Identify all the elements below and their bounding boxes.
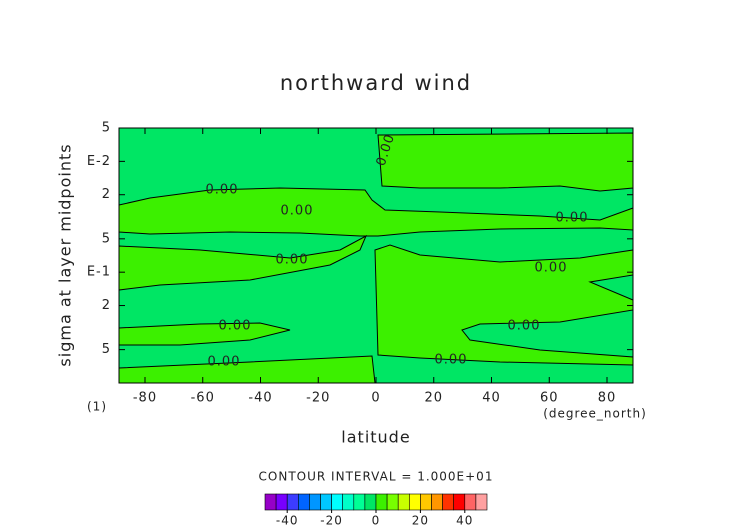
colorbar-box xyxy=(464,493,477,511)
contour-interval: CONTOUR INTERVAL = 1.000E+01 xyxy=(259,470,494,484)
contour-label: 0.00 xyxy=(281,204,314,219)
colorbar-box xyxy=(275,493,288,511)
contour-label: 0.00 xyxy=(206,183,239,198)
colorbar-box xyxy=(475,493,488,511)
contour-label: 0.00 xyxy=(535,261,568,276)
contour-label: 0.00 xyxy=(219,319,252,334)
colorbar-box xyxy=(320,493,332,511)
x-tick-label: 60 xyxy=(540,391,559,406)
colorbar-tick-label: 20 xyxy=(412,514,429,528)
x-tick-label: -20 xyxy=(306,391,330,406)
colorbar-box xyxy=(431,493,443,511)
x-tick-label: -40 xyxy=(248,391,272,406)
colorbar-box xyxy=(397,493,410,511)
colorbar-box xyxy=(364,493,377,511)
colorbar-box xyxy=(453,493,466,511)
colorbar-box xyxy=(309,493,321,511)
colorbar-box xyxy=(342,493,355,511)
colorbar-tick-label: 40 xyxy=(456,514,473,528)
colorbar-box xyxy=(386,493,399,511)
y-tick-label: E-2 xyxy=(87,154,111,169)
contour-label: 0.00 xyxy=(208,355,241,370)
colorbar-box xyxy=(420,493,432,511)
colorbar-box xyxy=(264,493,277,511)
y-tick-label: 5 xyxy=(102,231,111,246)
contour-label: 0.00 xyxy=(276,253,309,268)
contour-region xyxy=(377,132,634,192)
contour-label: 0.00 xyxy=(556,211,589,226)
x-tick-label: 0 xyxy=(371,391,380,406)
chart-title: northward wind xyxy=(280,71,472,95)
x-tick-label: -60 xyxy=(191,391,215,406)
colorbar-box xyxy=(286,493,299,511)
x-tick-label: 80 xyxy=(598,391,617,406)
contour-region xyxy=(118,234,368,291)
contour-region xyxy=(118,322,291,346)
contour-labels: 0.00 0.00 0.00 0.00 0.00 0.00 0.00 0.00 … xyxy=(206,132,589,370)
y-axis-label: sigma at layer midpoints xyxy=(56,143,75,366)
x-unit: (degree_north) xyxy=(543,407,647,421)
colorbar-box xyxy=(408,493,421,511)
y-tick-label: 5 xyxy=(102,342,111,357)
colorbar-box xyxy=(353,493,366,511)
y-unit: (1) xyxy=(87,400,107,414)
colorbar-box xyxy=(442,493,455,511)
colorbar-box xyxy=(375,493,388,511)
y-tick-label: 2 xyxy=(102,187,111,202)
x-tick-label: 40 xyxy=(482,391,501,406)
x-tick-label: -80 xyxy=(133,391,157,406)
contour-label: 0.00 xyxy=(508,319,541,334)
contour-regions xyxy=(118,132,634,384)
colorbar-box xyxy=(331,493,344,511)
y-tick-label: 2 xyxy=(102,298,111,313)
y-tick-label: E-1 xyxy=(87,265,111,280)
contour-label: 0.00 xyxy=(435,353,468,368)
colorbar-tick-label: -40 xyxy=(276,514,299,528)
colorbar-box xyxy=(297,493,310,511)
x-tick-label: 20 xyxy=(424,391,443,406)
x-axis-label: latitude xyxy=(341,428,410,447)
colorbar-tick-label: -20 xyxy=(320,514,343,528)
colorbar-tick-label: 0 xyxy=(372,514,381,528)
contour-region xyxy=(374,244,634,366)
y-tick-label: 5 xyxy=(102,121,111,136)
